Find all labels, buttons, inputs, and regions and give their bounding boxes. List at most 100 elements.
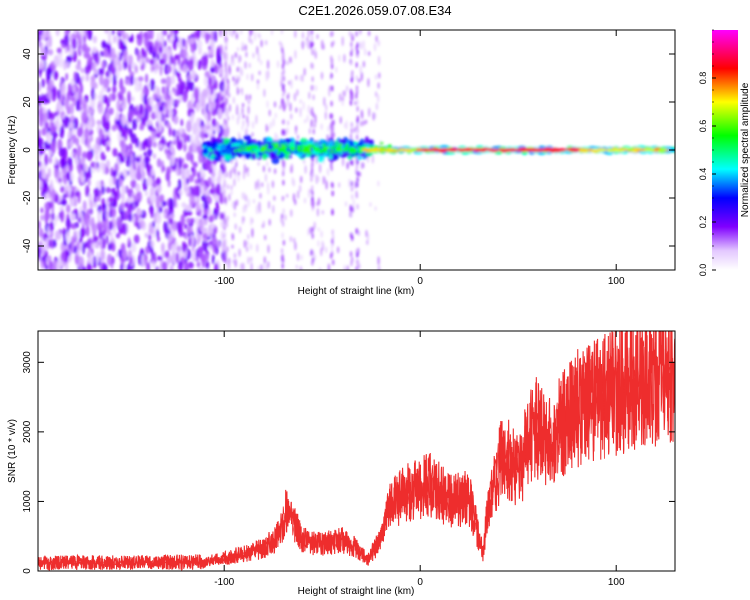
spectrogram-blob bbox=[38, 94, 42, 104]
spectrogram-blob bbox=[273, 101, 277, 108]
spectrogram-blob bbox=[282, 68, 285, 75]
spectrogram-blob bbox=[321, 210, 324, 215]
spectrogram-blob bbox=[249, 243, 253, 250]
spectrogram-blob bbox=[289, 56, 292, 64]
spectrogram-blob bbox=[331, 128, 334, 135]
spectrogram-blob bbox=[146, 119, 152, 127]
spectrogram-blob bbox=[282, 239, 286, 246]
spectrogram-blob bbox=[165, 122, 171, 129]
spectrogram-blob bbox=[73, 229, 77, 240]
spectrogram-blob bbox=[331, 120, 334, 127]
spectrogram-blob bbox=[182, 38, 186, 48]
spectrogram-blob bbox=[294, 241, 297, 251]
spectrogram-blob bbox=[41, 78, 45, 88]
spectrogram-blob bbox=[311, 49, 314, 56]
spectrogram-blob bbox=[281, 128, 285, 135]
spectrogram-blob bbox=[295, 264, 298, 270]
spectrogram-blob bbox=[248, 94, 252, 101]
spectrogram-blob bbox=[274, 132, 277, 141]
spectrogram-blob bbox=[226, 127, 229, 137]
spectrogram-blob bbox=[228, 30, 231, 37]
spectrogram-blob bbox=[232, 96, 236, 104]
spectrogram-blob bbox=[223, 82, 226, 93]
y-tick-label: -20 bbox=[22, 190, 33, 205]
spectrogram-blob bbox=[196, 39, 203, 49]
spectrogram-blob bbox=[350, 127, 353, 134]
spectrogram-blob bbox=[303, 119, 307, 124]
spectrogram-blob bbox=[192, 143, 198, 154]
spectrogram-blob bbox=[87, 53, 92, 65]
spectrogram-blob bbox=[60, 157, 65, 170]
spectrogram-blob bbox=[242, 114, 245, 119]
spectrogram-blob bbox=[356, 49, 359, 55]
spectrogram-blob bbox=[82, 200, 87, 212]
spectrogram-blob bbox=[338, 182, 341, 188]
spectrogram-blob bbox=[144, 232, 148, 238]
spectrogram-blob bbox=[295, 107, 298, 113]
spectrogram-blob bbox=[49, 221, 54, 232]
spectrogram-blob bbox=[128, 109, 134, 120]
spectrogram-blob bbox=[107, 230, 112, 236]
spectrogram-blob bbox=[207, 208, 212, 216]
spectrogram-blob bbox=[241, 125, 244, 131]
spectrogram-blob bbox=[355, 93, 358, 100]
spectrogram-blob bbox=[349, 94, 353, 101]
spectrogram-blob bbox=[111, 92, 116, 102]
spectrogram-blob bbox=[184, 184, 190, 195]
spectrogram-blob bbox=[118, 94, 123, 101]
spectrogram-blob bbox=[193, 31, 198, 39]
spectrogram-blob bbox=[173, 195, 177, 204]
spectrogram-blob bbox=[208, 245, 213, 251]
spectrogram-blob bbox=[59, 126, 65, 139]
spectrogram-blob bbox=[40, 207, 44, 214]
spectrogram-blob bbox=[190, 166, 195, 173]
spectrogram-blob bbox=[297, 149, 302, 153]
spectrogram-blob bbox=[129, 256, 133, 265]
spectrogram-blob bbox=[87, 166, 92, 180]
spectrogram-blob bbox=[233, 252, 237, 259]
spectrogram-blob bbox=[97, 210, 101, 224]
spectrogram-blob bbox=[57, 261, 63, 268]
spectrogram-blob bbox=[60, 82, 67, 95]
spectrogram-blob bbox=[245, 126, 249, 136]
spectrogram-blob bbox=[232, 76, 235, 82]
spectrogram-blob bbox=[256, 83, 260, 90]
spectrogram-blob bbox=[171, 243, 177, 253]
spectrogram-blob bbox=[368, 107, 371, 118]
spectrogram-blob bbox=[53, 215, 57, 227]
spectrogram-blob bbox=[119, 213, 123, 223]
spectrogram-blob bbox=[329, 140, 334, 147]
spectrogram-blob bbox=[108, 93, 113, 103]
spectrogram-blob bbox=[99, 73, 104, 86]
spectrogram-blob bbox=[239, 66, 243, 76]
spectrogram-blob bbox=[281, 195, 284, 202]
spectrogram-blob bbox=[95, 180, 102, 190]
spectrogram-blob bbox=[332, 132, 335, 138]
spectrogram-blob bbox=[275, 143, 280, 147]
spectrogram-blob bbox=[368, 139, 374, 146]
spectrogram-blob bbox=[38, 179, 43, 189]
spectrogram-blob bbox=[180, 118, 184, 127]
spectrogram-blob bbox=[145, 57, 150, 64]
spectrogram-blob bbox=[68, 140, 74, 149]
spectrogram-blob bbox=[257, 32, 260, 38]
spectrogram-blob bbox=[233, 149, 238, 153]
spectrogram-blob bbox=[81, 266, 87, 270]
spectrogram-blob bbox=[479, 149, 487, 152]
spectrogram-blob bbox=[87, 178, 91, 187]
spectrogram-blob bbox=[307, 151, 312, 155]
spectrogram-blob bbox=[207, 76, 213, 87]
spectrogram-blob bbox=[121, 185, 127, 195]
spectrogram-blob bbox=[93, 144, 100, 155]
spectrogram-blob bbox=[225, 171, 229, 178]
spectrogram-blob bbox=[257, 57, 260, 63]
spectrogram-blob bbox=[375, 102, 379, 111]
spectrogram-blob bbox=[336, 246, 340, 254]
spectrogram-blob bbox=[44, 121, 49, 130]
spectrogram-blob bbox=[286, 97, 290, 107]
spectrogram-blob bbox=[212, 176, 215, 184]
spectrogram-blob bbox=[158, 105, 165, 112]
spectrogram-blob bbox=[38, 137, 44, 148]
spectrogram-blob bbox=[98, 128, 104, 139]
spectrogram-blob bbox=[286, 60, 289, 66]
